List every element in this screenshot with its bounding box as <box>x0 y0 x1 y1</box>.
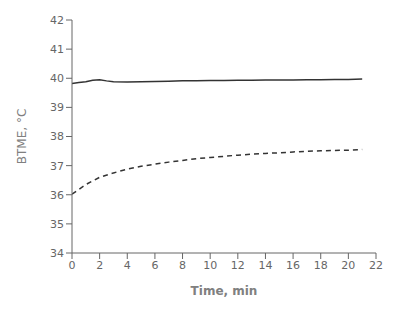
svg-text:4: 4 <box>124 259 131 272</box>
svg-text:40: 40 <box>50 72 64 85</box>
svg-text:34: 34 <box>50 247 64 260</box>
svg-text:20: 20 <box>341 259 355 272</box>
svg-text:Time, min: Time, min <box>191 284 258 298</box>
svg-text:39: 39 <box>50 101 64 114</box>
svg-text:8: 8 <box>179 259 186 272</box>
svg-text:2: 2 <box>96 259 103 272</box>
svg-text:18: 18 <box>314 259 328 272</box>
svg-text:22: 22 <box>369 259 383 272</box>
svg-text:36: 36 <box>50 189 64 202</box>
svg-text:14: 14 <box>258 259 272 272</box>
svg-text:37: 37 <box>50 160 64 173</box>
svg-text:42: 42 <box>50 14 64 27</box>
svg-text:0: 0 <box>69 259 76 272</box>
svg-text:41: 41 <box>50 43 64 56</box>
svg-text:38: 38 <box>50 130 64 143</box>
svg-text:12: 12 <box>231 259 245 272</box>
svg-text:6: 6 <box>151 259 158 272</box>
svg-text:10: 10 <box>203 259 217 272</box>
svg-text:16: 16 <box>286 259 300 272</box>
svg-text:BTME, °C: BTME, °C <box>15 109 29 165</box>
svg-text:35: 35 <box>50 218 64 231</box>
